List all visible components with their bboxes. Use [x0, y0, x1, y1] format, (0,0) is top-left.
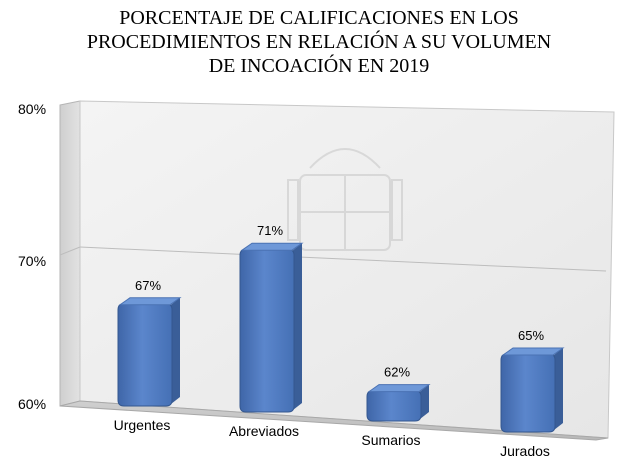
x-tick-label-abreviados: Abreviados	[229, 423, 299, 439]
bar-urgentes-top	[118, 297, 182, 306]
x-tick-label-sumarios: Sumarios	[361, 432, 420, 448]
x-tick-label-urgentes: Urgentes	[114, 417, 171, 433]
y-tick-label-70: 70%	[18, 253, 46, 269]
data-label-urgentes: 67%	[135, 278, 161, 293]
bar-abreviados	[239, 242, 304, 413]
bar-jurados-top	[501, 347, 565, 356]
bar-sumarios-side	[420, 384, 429, 419]
bar-urgentes-side	[171, 297, 180, 404]
data-label-jurados: 65%	[518, 328, 544, 343]
bar-urgentes-front	[117, 303, 173, 407]
bar-jurados-front	[500, 353, 556, 433]
bar-jurados-side	[554, 348, 563, 430]
bar-abreviados-top	[240, 242, 304, 251]
chart-title-line-3: DE INCOACIÓN EN 2019	[208, 55, 430, 77]
chart-title-line-2: PROCEDIMIENTOS EN RELACIÓN A SU VOLUMEN	[86, 31, 552, 53]
chart-title: PORCENTAJE DE CALIFICACIONES EN LOS PROC…	[0, 6, 638, 78]
bar-sumarios-top	[367, 384, 431, 393]
bar-jurados	[500, 347, 565, 433]
data-label-sumarios: 62%	[384, 365, 410, 380]
chart-floor	[59, 400, 609, 441]
gridline-70-left	[59, 246, 81, 256]
y-tick-label-80: 80%	[18, 101, 46, 117]
bar-abreviados-side	[293, 243, 302, 410]
bar-urgentes	[117, 297, 182, 407]
y-tick-label-60: 60%	[18, 396, 46, 412]
watermark-emblem	[287, 148, 403, 251]
gridline-70	[79, 246, 607, 272]
bar-sumarios	[366, 384, 431, 422]
chart-title-line-1: PORCENTAJE DE CALIFICACIONES EN LOS	[119, 7, 519, 29]
bar-abreviados-front	[239, 248, 295, 413]
x-tick-label-jurados: Jurados	[500, 443, 550, 459]
data-label-abreviados: 71%	[257, 223, 283, 238]
bar-sumarios-front	[366, 390, 422, 422]
